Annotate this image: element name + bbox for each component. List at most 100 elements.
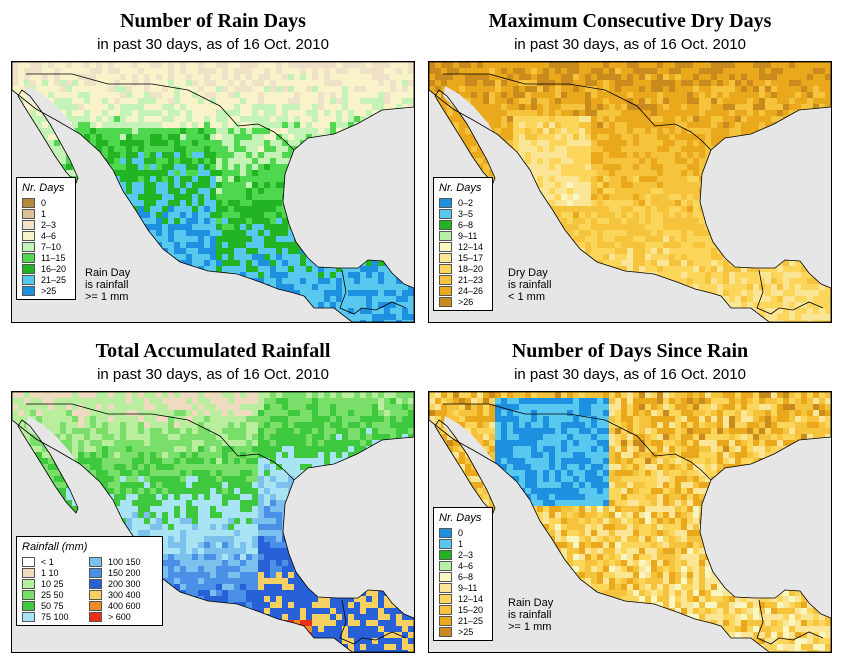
map-canvas [429, 392, 831, 652]
panel-days-since-rain: Number of Days Since Rain in past 30 day… [424, 336, 836, 656]
legend-label: 9–11 [458, 582, 478, 593]
legend-label: 21–25 [458, 615, 484, 626]
note-line: >= 1 mm [508, 621, 552, 633]
legend-label: 1 [41, 208, 47, 219]
note-line: Rain Day [508, 597, 554, 609]
central-america-borders [339, 269, 407, 315]
legend-item: 9–11 [439, 582, 487, 593]
map-note: Dry Day is rainfall < 1 mm [508, 267, 551, 303]
legend-item: 400 600 [89, 600, 156, 611]
legend-item: 15–17 [439, 252, 487, 263]
legend-item: 6–8 [439, 571, 487, 582]
panel-rain-days: Number of Rain Days in past 30 days, as … [7, 6, 419, 326]
note-line: is rainfall [85, 279, 129, 291]
legend-label: 50 75 [41, 600, 64, 611]
legend-label: 1 10 [41, 567, 59, 578]
legend-swatch [439, 593, 452, 604]
legend-title: Rainfall (mm) [22, 541, 88, 553]
legend-swatch [22, 600, 35, 611]
gulf-of-california [443, 86, 515, 174]
legend-swatch [439, 615, 452, 626]
legend-label: 7–10 [41, 241, 62, 252]
legend-swatch [439, 527, 452, 538]
panel-subtitle: in past 30 days, as of 16 Oct. 2010 [97, 366, 329, 383]
legend-item: 18–20 [439, 263, 487, 274]
legend-swatch [439, 241, 452, 252]
legend-label: 4–6 [458, 560, 474, 571]
legend-item: 2–3 [439, 549, 487, 560]
legend-label: 9–11 [458, 230, 478, 241]
legend-label: 12–14 [458, 593, 484, 604]
legend: Nr. Days 0 1 2–3 4–6 7–10 11–15 16–20 21–25 >25 [16, 177, 76, 300]
legend-label: 15–20 [458, 604, 484, 615]
legend-label: 25 50 [41, 589, 64, 600]
panel-consecutive-dry-days: Maximum Consecutive Dry Days in past 30 … [424, 6, 836, 326]
legend-label: 2–3 [41, 219, 57, 230]
legend-item: 21–23 [439, 274, 487, 285]
legend-swatch [439, 274, 452, 285]
legend-swatch [22, 285, 35, 296]
legend-item: 1 10 [22, 567, 89, 578]
legend-swatch [439, 263, 452, 274]
legend-label: >26 [458, 296, 474, 307]
legend-item: 25 50 [22, 589, 89, 600]
legend-swatch [439, 549, 452, 560]
legend-swatch [89, 611, 102, 622]
legend-item: 10 25 [22, 578, 89, 589]
legend-label: >25 [41, 285, 57, 296]
central-america-borders [756, 269, 824, 315]
us-mexico-border [26, 73, 295, 151]
legend-item: 200 300 [89, 578, 156, 589]
legend-item: 0 [439, 527, 487, 538]
legend-swatch [439, 197, 452, 208]
legend-swatch [22, 252, 35, 263]
map-note: Rain Day is rainfall >= 1 mm [85, 267, 130, 303]
map-note: Rain Day is rainfall >= 1 mm [508, 597, 553, 633]
map-rain-days: Nr. Days 0 1 2–3 4–6 7–10 11–15 16–20 21–25 >25 … [11, 61, 415, 323]
legend-swatch [89, 589, 102, 600]
legend-swatch [22, 589, 35, 600]
baja-coastline [17, 89, 79, 184]
note-line: Rain Day [85, 267, 131, 279]
legend-label: 0 [41, 197, 47, 208]
legend-label: 400 600 [108, 600, 141, 611]
note-line: is rainfall [508, 609, 552, 621]
panel-title: Total Accumulated Rainfall [95, 340, 331, 362]
legend-item: >26 [439, 296, 487, 307]
legend-swatch [439, 560, 452, 571]
legend-item: >25 [439, 626, 487, 637]
legend-item: 1 [22, 208, 70, 219]
legend-swatch [22, 219, 35, 230]
legend-item: 21–25 [439, 615, 487, 626]
legend-item: 100 150 [89, 556, 156, 567]
legend-label: 11–15 [41, 252, 66, 263]
legend-label: 0–2 [458, 197, 474, 208]
panel-title: Maximum Consecutive Dry Days [488, 10, 772, 32]
panel-subtitle: in past 30 days, as of 16 Oct. 2010 [514, 36, 746, 53]
baja-coastline [434, 419, 496, 514]
legend-item: 12–14 [439, 241, 487, 252]
legend-swatch [22, 578, 35, 589]
legend-label: 16–20 [41, 263, 67, 274]
map-days-since-rain: Nr. Days 0 1 2–3 4–6 6–8 9–11 12–14 15–20 21–25 >… [428, 391, 832, 653]
panel-subtitle: in past 30 days, as of 16 Oct. 2010 [97, 36, 329, 53]
legend-swatch [22, 556, 35, 567]
map-dry-days: Nr. Days 0–2 3–5 6–8 9–11 12–14 15–17 18–20 21–… [428, 61, 832, 323]
legend-swatch [439, 604, 452, 615]
us-mexico-border [26, 403, 295, 481]
legend-swatch [89, 600, 102, 611]
legend-swatch [22, 263, 35, 274]
legend-label: 300 400 [108, 589, 141, 600]
legend-swatch [439, 219, 452, 230]
legend-swatch [89, 567, 102, 578]
legend-label: > 600 [108, 611, 131, 622]
legend-label: 12–14 [458, 241, 484, 252]
legend-label: 75 100 [41, 611, 69, 622]
legend-label: 100 150 [108, 556, 141, 567]
legend-swatch [22, 567, 35, 578]
legend-item: 15–20 [439, 604, 487, 615]
legend-swatch [439, 538, 452, 549]
legend-item: > 600 [89, 611, 156, 622]
